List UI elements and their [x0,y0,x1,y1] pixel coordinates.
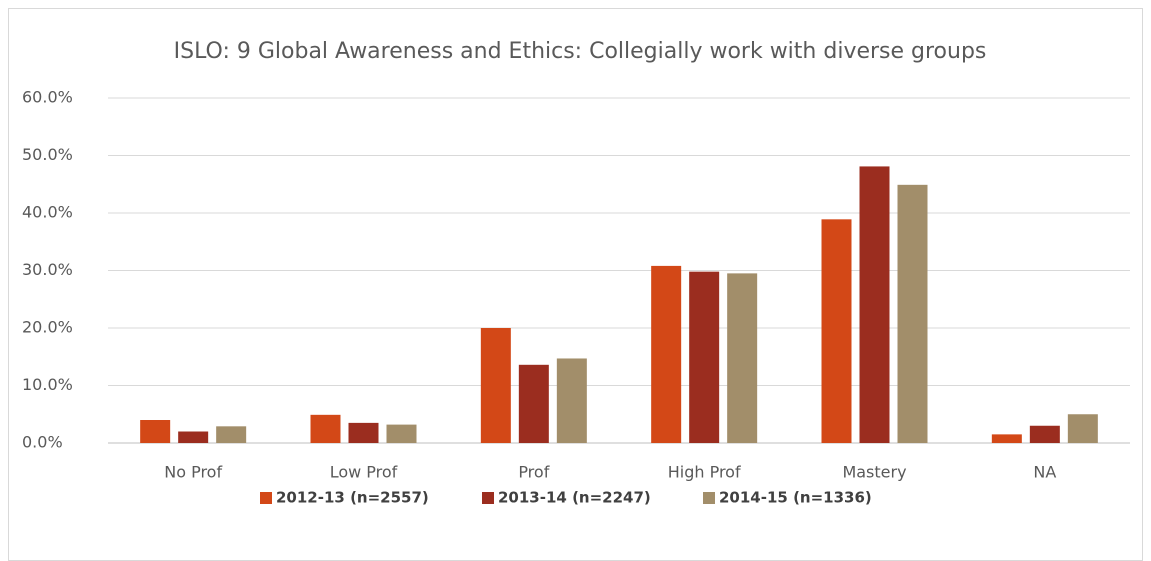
bar [651,265,682,443]
legend-swatch [260,492,272,504]
bar [991,434,1022,443]
legend-label: 2012-13 (n=2557) [276,489,429,507]
bar [821,219,852,443]
y-tick-label: 60.0% [22,88,73,107]
legend-swatch [703,492,715,504]
bar [556,358,587,443]
y-tick-label: 0.0% [22,433,63,452]
x-tick-label: Low Prof [330,463,398,482]
bar [1067,414,1098,443]
bar [859,166,890,444]
y-tick-label: 10.0% [22,375,73,394]
x-tick-label: No Prof [164,463,222,482]
x-tick-label: Prof [518,463,549,482]
bar [897,184,928,443]
bar [386,424,417,443]
x-tick-label: NA [1033,463,1056,482]
bar [518,364,549,443]
bar [216,426,247,443]
legend-label: 2013-14 (n=2247) [498,489,651,507]
legend-label: 2014-15 (n=1336) [719,489,872,507]
bar [1029,425,1060,443]
legend-swatch [482,492,494,504]
y-tick-label: 40.0% [22,203,73,222]
bar [689,271,720,443]
bar [348,422,379,443]
y-tick-label: 30.0% [22,260,73,279]
y-tick-label: 50.0% [22,145,73,164]
x-tick-label: Mastery [842,463,906,482]
bar [178,431,209,443]
y-tick-label: 20.0% [22,318,73,337]
chart-title: ISLO: 9 Global Awareness and Ethics: Col… [174,39,987,64]
bar [310,414,341,443]
chart-frame [8,8,1143,561]
x-tick-label: High Prof [668,463,741,482]
bar [727,273,758,443]
bar [480,328,511,443]
bar [140,420,171,443]
